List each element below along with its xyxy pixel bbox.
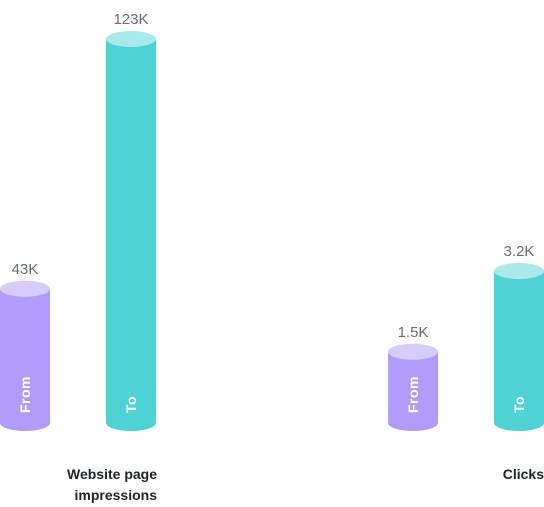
value-label: 3.2K bbox=[504, 243, 535, 260]
bar-top bbox=[0, 280, 50, 297]
series-label: From bbox=[17, 376, 33, 413]
bar-body bbox=[494, 271, 544, 431]
bar-to: 3.2K To bbox=[494, 243, 544, 431]
bar-body bbox=[0, 288, 50, 431]
bar-to: 123K To bbox=[106, 11, 156, 431]
category-label-website-page-impressions: Website page impressions bbox=[30, 464, 157, 506]
bar-body bbox=[106, 39, 156, 431]
series-label: To bbox=[511, 396, 527, 413]
series-label: To bbox=[123, 396, 139, 413]
value-label: 1.5K bbox=[398, 324, 429, 341]
bar-from: 1.5K From bbox=[388, 324, 438, 431]
category-label-line: impressions bbox=[74, 487, 157, 503]
bar-body bbox=[388, 351, 438, 431]
category-label-clicks: Clicks bbox=[440, 464, 544, 485]
series-label: From bbox=[405, 376, 421, 413]
bar-top bbox=[494, 263, 544, 279]
value-label: 43K bbox=[12, 261, 39, 278]
category-label-line: Website page bbox=[67, 466, 157, 482]
value-label: 123K bbox=[113, 11, 148, 28]
bar-top bbox=[106, 31, 156, 47]
bar-from: 43K From bbox=[0, 261, 50, 431]
bar-top bbox=[388, 343, 438, 360]
category-label-line: Clicks bbox=[502, 466, 544, 482]
